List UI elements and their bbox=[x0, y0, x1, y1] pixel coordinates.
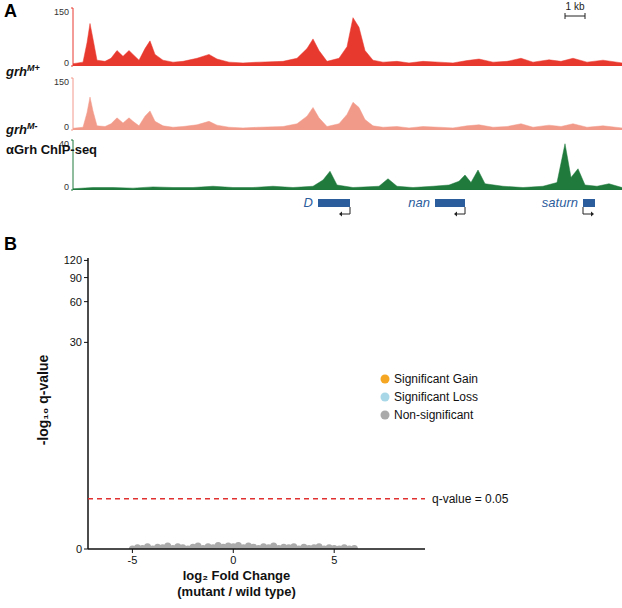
x-axis-label: (mutant / wild type) bbox=[177, 584, 295, 599]
y-tick bbox=[71, 130, 73, 131]
legend-swatch bbox=[381, 393, 390, 402]
gene-label: nan bbox=[408, 195, 430, 210]
track-label: αGrh ChIP-seq bbox=[6, 142, 97, 157]
y-tick bbox=[71, 140, 73, 141]
track-area-group bbox=[73, 97, 622, 130]
y-tick-label: 150 bbox=[54, 7, 69, 17]
track-label: grhM- bbox=[5, 121, 37, 137]
strand-arrowhead bbox=[339, 212, 342, 217]
track-label-text: grh bbox=[5, 64, 27, 79]
y-tick bbox=[71, 190, 73, 191]
panel-label: A bbox=[4, 1, 17, 21]
x-tick bbox=[334, 549, 335, 553]
panel-label: B bbox=[4, 234, 17, 254]
y-tick bbox=[84, 342, 88, 343]
strand-arrowhead bbox=[591, 212, 594, 217]
track-axis bbox=[73, 78, 74, 130]
figure: A0150grhM+1 kb0150grhM-040αGrh ChIP-seqD… bbox=[0, 0, 622, 608]
y-tick-label: 150 bbox=[54, 77, 69, 87]
x-tick-label: -5 bbox=[128, 554, 138, 566]
scale-bar bbox=[565, 13, 585, 19]
track-label-text: grh bbox=[5, 122, 27, 137]
coverage-area bbox=[73, 97, 622, 130]
legend-swatch bbox=[381, 411, 390, 420]
strand-arrow bbox=[342, 207, 350, 214]
track-area-group bbox=[73, 144, 622, 190]
y-axis-label: -log₁₀ q-value bbox=[35, 354, 51, 445]
points-group bbox=[129, 542, 358, 549]
y-tick bbox=[71, 66, 73, 67]
y-tick bbox=[84, 260, 88, 261]
gene-label: D bbox=[304, 195, 313, 210]
scale-bar-label: 1 kb bbox=[566, 1, 585, 12]
threshold-line bbox=[88, 498, 425, 500]
threshold-label: q-value = 0.05 bbox=[432, 492, 509, 506]
x-tick bbox=[132, 549, 133, 553]
gene-body bbox=[318, 199, 350, 207]
track-label: grhM+ bbox=[5, 63, 40, 79]
legend-label: Significant Gain bbox=[394, 372, 478, 386]
x-tick-label: 5 bbox=[331, 554, 337, 566]
track-area-group bbox=[73, 18, 622, 66]
strand-arrow bbox=[457, 207, 465, 214]
track-label-sup: M+ bbox=[27, 63, 40, 73]
gene-body bbox=[435, 199, 465, 207]
y-tick-label: 0 bbox=[64, 122, 69, 132]
y-tick-label: 30 bbox=[70, 336, 82, 348]
y-tick-label: 90 bbox=[70, 272, 82, 284]
strand-arrow bbox=[583, 207, 591, 214]
y-tick bbox=[84, 277, 88, 278]
coverage-area bbox=[73, 144, 622, 190]
track-label-sup: M- bbox=[27, 121, 38, 131]
y-tick-label: 120 bbox=[64, 254, 82, 266]
y-tick bbox=[71, 78, 73, 79]
coverage-area bbox=[73, 18, 622, 66]
legend-swatch bbox=[381, 375, 390, 384]
legend-label: Significant Loss bbox=[394, 390, 478, 404]
legend-label: Non-significant bbox=[394, 408, 474, 422]
y-tick-label: 0 bbox=[76, 543, 82, 555]
y-tick-label: 0 bbox=[64, 58, 69, 68]
x-tick-label: 0 bbox=[230, 554, 236, 566]
x-axis bbox=[88, 548, 425, 550]
gene-label: saturn bbox=[542, 195, 578, 210]
gene-body bbox=[583, 199, 595, 207]
y-tick-label: 60 bbox=[70, 296, 82, 308]
x-axis-label: log₂ Fold Change bbox=[183, 568, 291, 583]
strand-arrowhead bbox=[454, 212, 457, 217]
y-tick bbox=[71, 8, 73, 9]
y-tick bbox=[84, 549, 88, 550]
y-tick-label: 0 bbox=[64, 182, 69, 192]
track-label-text: αGrh ChIP-seq bbox=[6, 142, 97, 157]
y-tick bbox=[84, 301, 88, 302]
track-axis bbox=[73, 8, 74, 66]
x-tick bbox=[233, 549, 234, 553]
